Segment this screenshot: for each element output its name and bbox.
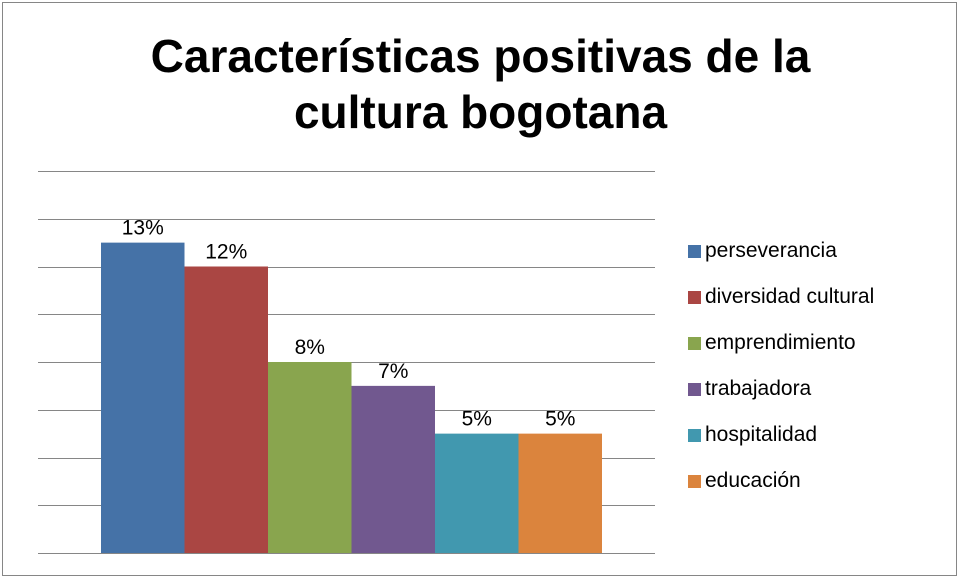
legend-label: perseverancia [705,239,837,262]
bar-hospitalidad [435,433,519,553]
legend-item: hospitalidad [688,412,958,458]
bar-perseverancia [101,242,185,553]
data-label: 5% [545,408,575,431]
data-label: 5% [462,408,492,431]
data-label: 8% [295,336,325,359]
bar-emprendimiento [268,362,352,553]
legend-item: educación [688,458,958,504]
legend-label: hospitalidad [705,423,818,446]
bar-diversidad-cultural [184,266,268,553]
legend-item: perseverancia [688,228,958,274]
chart-title-line-2: cultura bogotana [293,86,668,138]
legend-label: educación [705,469,801,492]
bar-educación [518,433,602,553]
bar-trabajadora [351,385,435,553]
legend-swatch [688,428,701,442]
legend-swatch [688,290,701,304]
legend-swatch [688,474,701,488]
legend-label: diversidad cultural [705,285,875,308]
data-label: 7% [378,360,408,383]
legend-item: trabajadora [688,366,958,412]
legend: perseverancia diversidad cultural emprendi… [688,228,958,504]
chart-title: Características positivas de la cultura … [0,28,961,140]
legend-label: emprendimiento [705,331,856,354]
legend-item: diversidad cultural [688,274,958,320]
legend-item: emprendimiento [688,320,958,366]
data-label: 13% [122,217,164,240]
data-label: 12% [205,241,247,264]
legend-swatch [688,244,701,258]
legend-swatch [688,336,701,350]
chart-title-line-1: Características positivas de la [150,30,811,82]
legend-label: trabajadora [705,377,812,400]
legend-swatch [688,382,701,396]
